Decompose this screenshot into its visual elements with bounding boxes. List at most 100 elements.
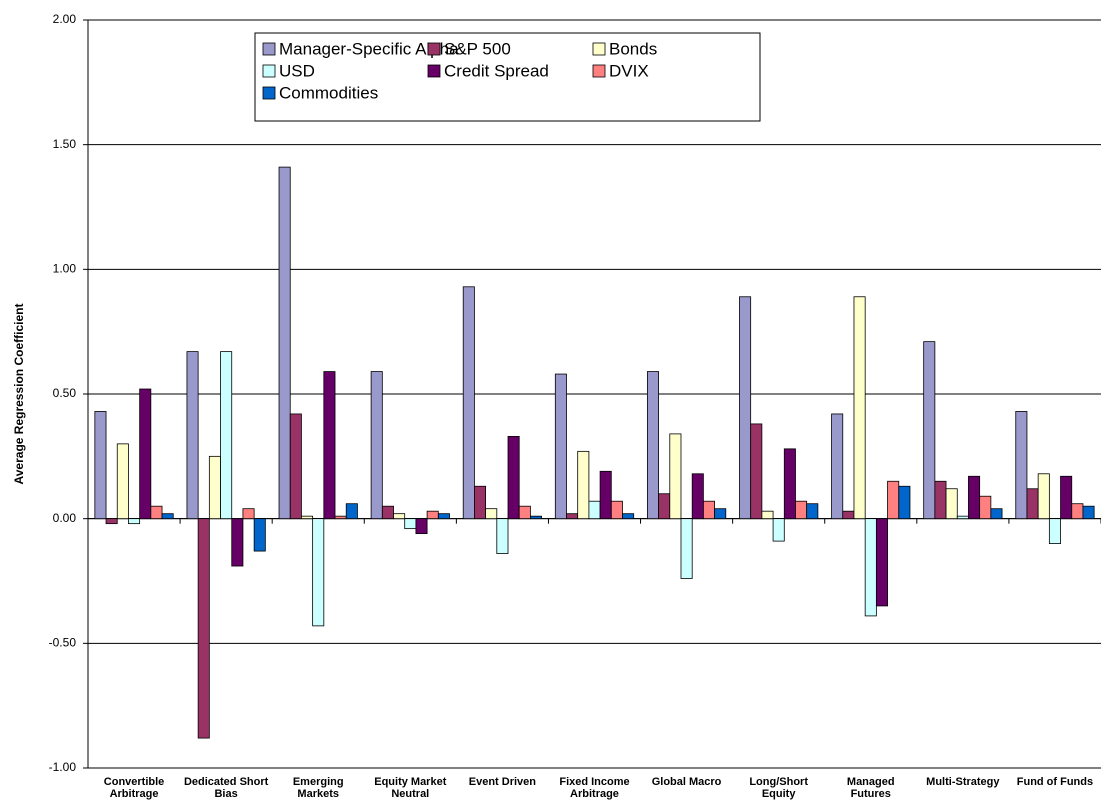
bar — [323, 371, 336, 520]
bar — [1037, 473, 1050, 520]
bar — [1082, 505, 1095, 520]
legend-swatch — [262, 42, 276, 56]
bar — [530, 515, 543, 520]
bar — [577, 450, 590, 520]
bar — [968, 475, 981, 520]
x-tick-label: Event Driven — [468, 776, 537, 788]
bar — [1048, 518, 1061, 545]
bar — [783, 448, 796, 520]
bar — [714, 508, 727, 520]
x-tick-label: Fixed Income Arbitrage — [559, 776, 630, 800]
bar — [139, 388, 152, 520]
bar — [345, 503, 358, 520]
legend-swatch — [262, 64, 276, 78]
bar — [1060, 475, 1073, 520]
bar — [1015, 411, 1028, 520]
bar — [220, 351, 233, 520]
y-tick-label: -0.50 — [49, 636, 77, 650]
legend-label: S&P 500 — [444, 39, 511, 58]
legend-label: Bonds — [609, 39, 657, 58]
x-tick-label: Long/Short Equity — [749, 776, 808, 800]
bar — [186, 351, 199, 520]
bar — [831, 413, 844, 520]
x-tick-label: Managed Futures — [846, 776, 895, 800]
x-tick-label: Equity Market Neutral — [374, 776, 447, 800]
x-tick-label: Global Macro — [651, 776, 722, 788]
bar — [646, 371, 659, 520]
y-axis-title: Average Regression Coefficient — [12, 304, 26, 485]
x-tick-label: Emerging Markets — [292, 776, 344, 800]
bar — [875, 518, 888, 607]
bar — [462, 286, 475, 520]
bar — [669, 433, 682, 520]
bar — [393, 513, 406, 520]
bar — [1071, 503, 1084, 520]
bar — [795, 500, 808, 520]
legend-label: Credit Spread — [444, 61, 549, 80]
bar — [253, 518, 266, 552]
bar — [150, 505, 163, 520]
bar — [289, 413, 302, 520]
legend-box — [254, 32, 761, 122]
bar — [739, 296, 752, 520]
bar — [934, 480, 947, 520]
x-tick-label-box: Fixed Income Arbitrage — [559, 776, 630, 800]
legend-label: USD — [279, 61, 315, 80]
x-tick-label-box: Emerging Markets — [292, 776, 344, 800]
legend-label: Commodities — [279, 83, 378, 102]
bar — [702, 500, 715, 520]
bar — [437, 513, 450, 520]
bar — [105, 518, 118, 525]
bar — [301, 515, 314, 520]
bar — [680, 518, 693, 579]
bar — [94, 411, 107, 520]
bar — [761, 510, 774, 520]
y-tick-label: -1.00 — [49, 760, 77, 774]
bar — [278, 166, 291, 520]
bar — [887, 480, 900, 520]
legend-swatch — [592, 64, 606, 78]
bar — [507, 435, 520, 520]
x-tick-label-box: Convertible Arbitrage — [103, 776, 165, 800]
x-tick-label-box: Event Driven — [468, 776, 537, 788]
legend-swatch — [592, 42, 606, 56]
bar — [208, 455, 221, 520]
bar — [381, 505, 394, 520]
bar — [750, 423, 763, 520]
bar — [485, 508, 498, 520]
x-tick-label: Multi-Strategy — [926, 776, 1000, 788]
x-tick-label-box: Dedicated Short Bias — [184, 776, 268, 800]
bar — [554, 373, 567, 520]
x-tick-label: Convertible Arbitrage — [103, 776, 165, 800]
bar — [588, 500, 601, 520]
bar — [923, 341, 936, 520]
bar — [956, 515, 969, 520]
y-tick-label: 1.00 — [53, 262, 77, 276]
bar — [404, 518, 417, 530]
bar — [772, 518, 785, 542]
legend-swatch — [262, 86, 276, 100]
bar — [898, 485, 911, 520]
bar — [864, 518, 877, 617]
legend-swatch — [427, 42, 441, 56]
bar — [566, 513, 579, 520]
x-tick-label-box: Multi-Strategy — [926, 776, 1000, 788]
bar — [474, 485, 487, 520]
bar — [518, 505, 531, 520]
bar — [945, 488, 958, 520]
bar — [610, 500, 623, 520]
bar — [622, 513, 635, 520]
legend-swatch — [427, 64, 441, 78]
bar — [231, 518, 244, 567]
bar — [842, 510, 855, 520]
bar — [334, 515, 347, 520]
legend-label: DVIX — [609, 61, 649, 80]
bar — [312, 518, 325, 627]
bar — [691, 473, 704, 520]
bar — [853, 296, 866, 520]
bar — [161, 513, 174, 520]
x-tick-label-box: Managed Futures — [846, 776, 895, 800]
x-tick-label-box: Global Macro — [651, 776, 722, 788]
bar — [990, 508, 1003, 520]
